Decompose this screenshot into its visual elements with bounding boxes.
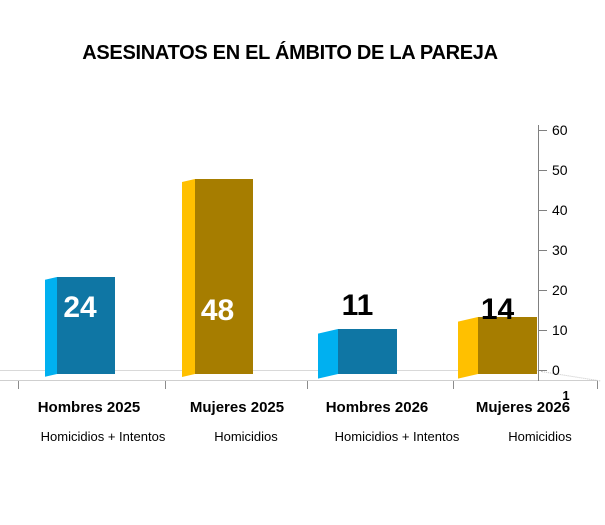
subcategory-label-1: Homicidios + Intentos: [40, 429, 166, 444]
category-label-hombres-2025: Hombres 2025: [37, 399, 141, 416]
value-axis-line: [538, 125, 539, 381]
subcategory-label-4: Homicidios: [508, 429, 572, 444]
category-axis-tick: [597, 381, 598, 389]
value-axis-tick-label: 30: [552, 242, 568, 258]
bar-side-face-mujeres-2025: [182, 179, 195, 377]
series-axis-label: 1: [562, 388, 570, 403]
value-axis-tick-label: 10: [552, 322, 568, 338]
bar-mujeres-2026: [478, 317, 537, 374]
subcategory-label-2: Homicidios: [214, 429, 278, 444]
category-axis-tick: [18, 381, 19, 389]
value-axis-tick-label: 0: [552, 362, 560, 378]
value-axis-tick-label: 20: [552, 282, 568, 298]
category-axis-tick: [453, 381, 454, 389]
bar-side-face-hombres-2026: [318, 329, 338, 379]
category-label-mujeres-2026: Mujeres 2026: [475, 399, 571, 416]
value-axis-tick-label: 40: [552, 202, 568, 218]
bar-value-label-mujeres-2025: 48: [200, 294, 235, 327]
subcategory-label-3: Homicidios + Intentos: [334, 429, 460, 444]
value-axis-tick-label: 50: [552, 162, 568, 178]
bar-value-label-mujeres-2026: 14: [480, 293, 515, 326]
floor-back-line: [0, 370, 540, 371]
category-axis-tick: [307, 381, 308, 389]
bar-side-face-hombres-2025: [45, 276, 57, 377]
value-axis-tick: [539, 210, 547, 211]
value-axis-tick: [539, 250, 547, 251]
value-axis-tick: [539, 370, 547, 371]
value-axis-tick-label: 60: [552, 122, 568, 138]
bar-mujeres-2025: [195, 179, 253, 374]
category-axis-tick: [165, 381, 166, 389]
bar-value-label-hombres-2025: 24: [63, 291, 97, 324]
category-label-mujeres-2025: Mujeres 2025: [189, 399, 285, 416]
value-axis-tick: [539, 130, 547, 131]
value-axis-tick: [539, 330, 547, 331]
value-axis-tick: [539, 290, 547, 291]
bar-value-label-hombres-2026: 11: [341, 289, 374, 322]
category-axis-line: [0, 380, 598, 381]
bar-side-face-mujeres-2026: [458, 317, 478, 379]
category-label-hombres-2026: Hombres 2026: [325, 399, 429, 416]
bar-hombres-2026: [338, 329, 397, 374]
value-axis-tick: [539, 170, 547, 171]
bar-hombres-2025: [57, 276, 115, 374]
chart-title: ASESINATOS EN EL ÁMBITO DE LA PAREJA: [82, 42, 498, 64]
